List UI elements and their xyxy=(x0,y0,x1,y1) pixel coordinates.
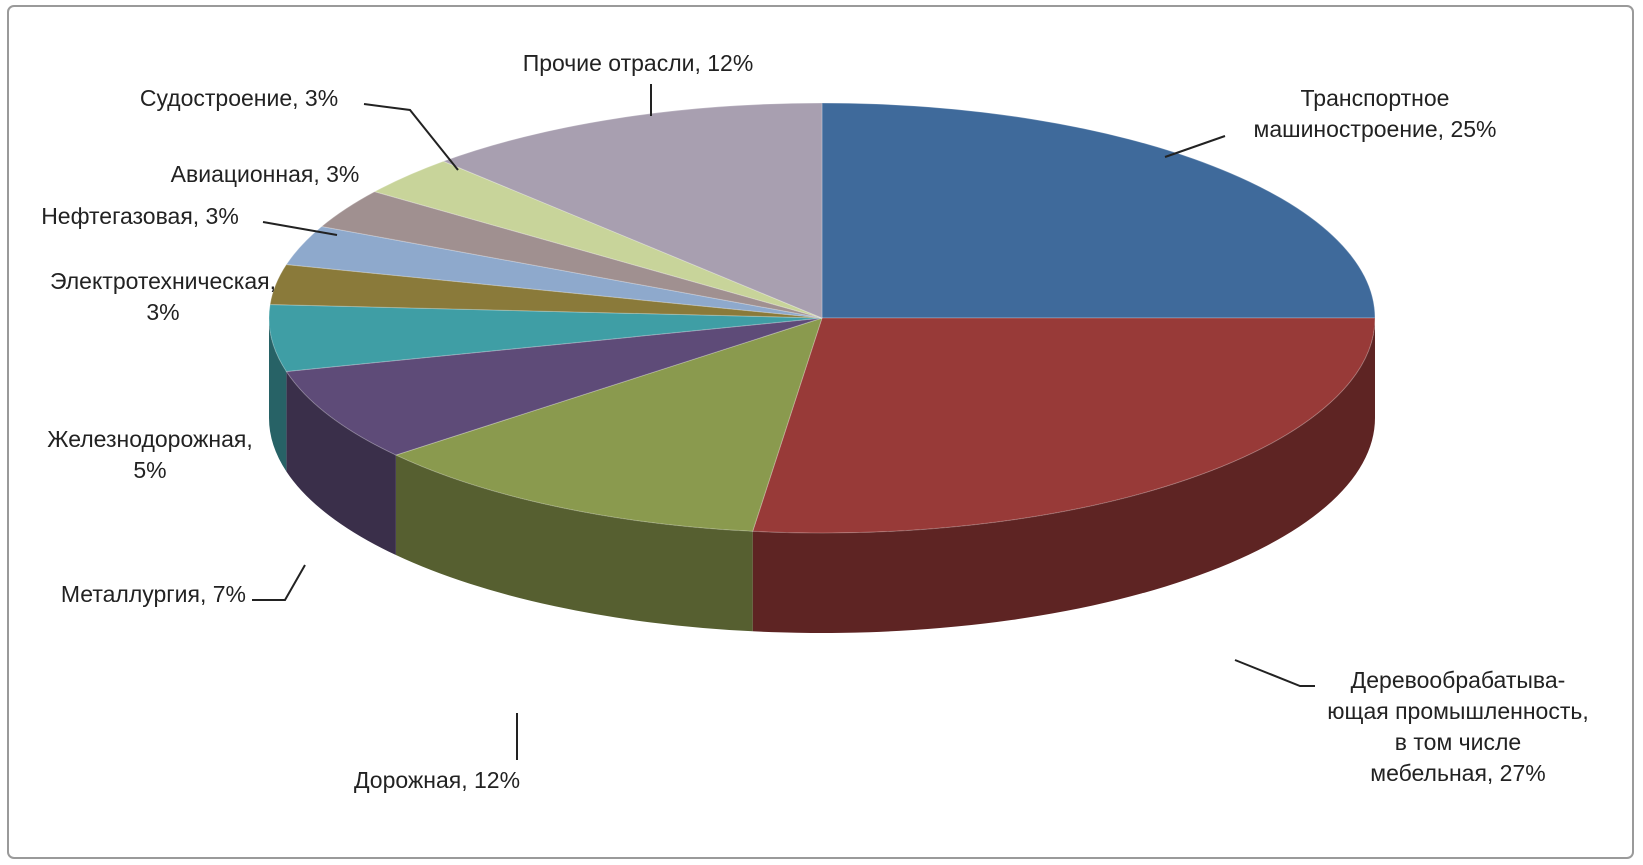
slice-label: машиностроение, 25% xyxy=(1254,116,1497,142)
pie-slice xyxy=(285,317,823,456)
slice-label: Дорожная, 12% xyxy=(354,767,520,793)
slice-label: Железнодорожная, xyxy=(47,426,252,452)
slice-label: Авиационная, 3% xyxy=(171,161,360,187)
slice-side xyxy=(286,371,396,556)
leader-line xyxy=(1234,659,1315,687)
slice-label: ющая промышленность, xyxy=(1327,698,1588,724)
slice-label: Прочие отрасли, 12% xyxy=(523,50,754,76)
slice-side xyxy=(269,318,287,472)
slice-side xyxy=(752,318,1375,633)
pie-slice xyxy=(320,191,823,319)
slice-label: 5% xyxy=(133,457,166,483)
leader-line xyxy=(252,564,306,601)
pie-slice xyxy=(373,160,823,319)
slice-label: Металлургия, 7% xyxy=(61,581,246,607)
pie-slice xyxy=(821,102,1376,319)
pie-slice xyxy=(442,102,823,319)
slice-label: Транспортное xyxy=(1301,85,1450,111)
slice-label: Судостроение, 3% xyxy=(140,85,338,111)
leader-line xyxy=(1164,135,1226,158)
pie-slice xyxy=(285,225,823,319)
pie-slice xyxy=(394,317,823,532)
slice-label: Электротехническая, xyxy=(50,268,276,294)
leader-line xyxy=(262,221,338,236)
slice-label: мебельная, 27% xyxy=(1370,760,1545,786)
slice-label: в том числе xyxy=(1395,729,1521,755)
pie-slice xyxy=(269,264,823,319)
slice-label: Деревообрабатыва- xyxy=(1351,667,1566,693)
leader-line xyxy=(363,103,459,171)
slice-label: Нефтегазовая, 3% xyxy=(41,203,239,229)
slice-label: 3% xyxy=(146,299,179,325)
slice-side xyxy=(395,455,753,632)
pie-slice xyxy=(752,317,1376,534)
pie-slice xyxy=(268,303,823,372)
